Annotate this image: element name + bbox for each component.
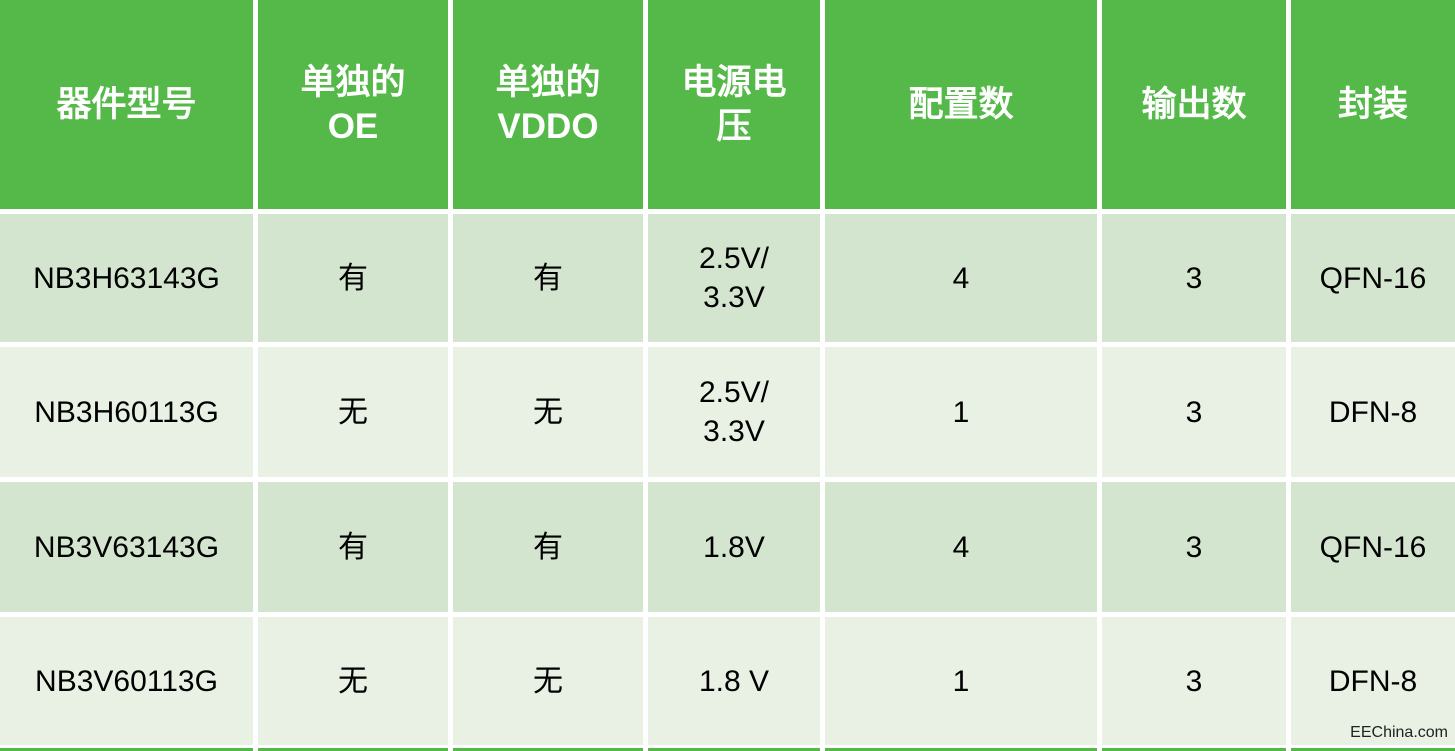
table-cell-package: QFN-16: [1291, 482, 1455, 612]
next-row-sliver-cell: [825, 748, 1097, 751]
table-cell-separate-oe: 有: [258, 482, 448, 612]
table-cell-config-count: 4: [825, 482, 1097, 612]
next-row-sliver-cell: [453, 748, 643, 751]
table-cell-separate-vddo: 无: [453, 617, 643, 745]
table-cell-package: DFN-8: [1291, 347, 1455, 477]
table-cell-separate-vddo: 有: [453, 214, 643, 342]
table-cell-part-number: NB3H63143G: [0, 214, 253, 342]
header-separate-oe: 单独的 OE: [258, 0, 448, 209]
table-cell-separate-vddo: 无: [453, 347, 643, 477]
next-row-sliver-cell: [258, 748, 448, 751]
table-cell-supply-voltage: 1.8 V: [648, 617, 820, 745]
header-separate-vddo: 单独的 VDDO: [453, 0, 643, 209]
table-cell-part-number: NB3V63143G: [0, 482, 253, 612]
table-cell-separate-oe: 无: [258, 347, 448, 477]
table-cell-separate-vddo: 有: [453, 482, 643, 612]
table-cell-supply-voltage: 2.5V/ 3.3V: [648, 347, 820, 477]
next-row-sliver: [0, 748, 1455, 751]
table-cell-package: DFN-8: [1291, 617, 1455, 745]
table-cell-separate-oe: 无: [258, 617, 448, 745]
next-row-sliver-cell: [1102, 748, 1286, 751]
header-config-count: 配置数: [825, 0, 1097, 209]
next-row-sliver-cell: [648, 748, 820, 751]
table-cell-supply-voltage: 1.8V: [648, 482, 820, 612]
header-part-number: 器件型号: [0, 0, 253, 209]
table-cell-supply-voltage: 2.5V/ 3.3V: [648, 214, 820, 342]
table-cell-output-count: 3: [1102, 347, 1286, 477]
header-output-count: 输出数: [1102, 0, 1286, 209]
table-cell-package: QFN-16: [1291, 214, 1455, 342]
table-cell-config-count: 1: [825, 347, 1097, 477]
table-cell-output-count: 3: [1102, 214, 1286, 342]
table-cell-config-count: 1: [825, 617, 1097, 745]
next-row-sliver-cell: [1291, 748, 1455, 751]
table-cell-output-count: 3: [1102, 617, 1286, 745]
table-cell-separate-oe: 有: [258, 214, 448, 342]
header-package: 封装: [1291, 0, 1455, 209]
next-row-sliver-cell: [0, 748, 253, 751]
header-supply-voltage: 电源电 压: [648, 0, 820, 209]
table-cell-part-number: NB3V60113G: [0, 617, 253, 745]
table-cell-output-count: 3: [1102, 482, 1286, 612]
watermark: EEChina.com: [1350, 724, 1448, 741]
table-cell-config-count: 4: [825, 214, 1097, 342]
table-cell-part-number: NB3H60113G: [0, 347, 253, 477]
